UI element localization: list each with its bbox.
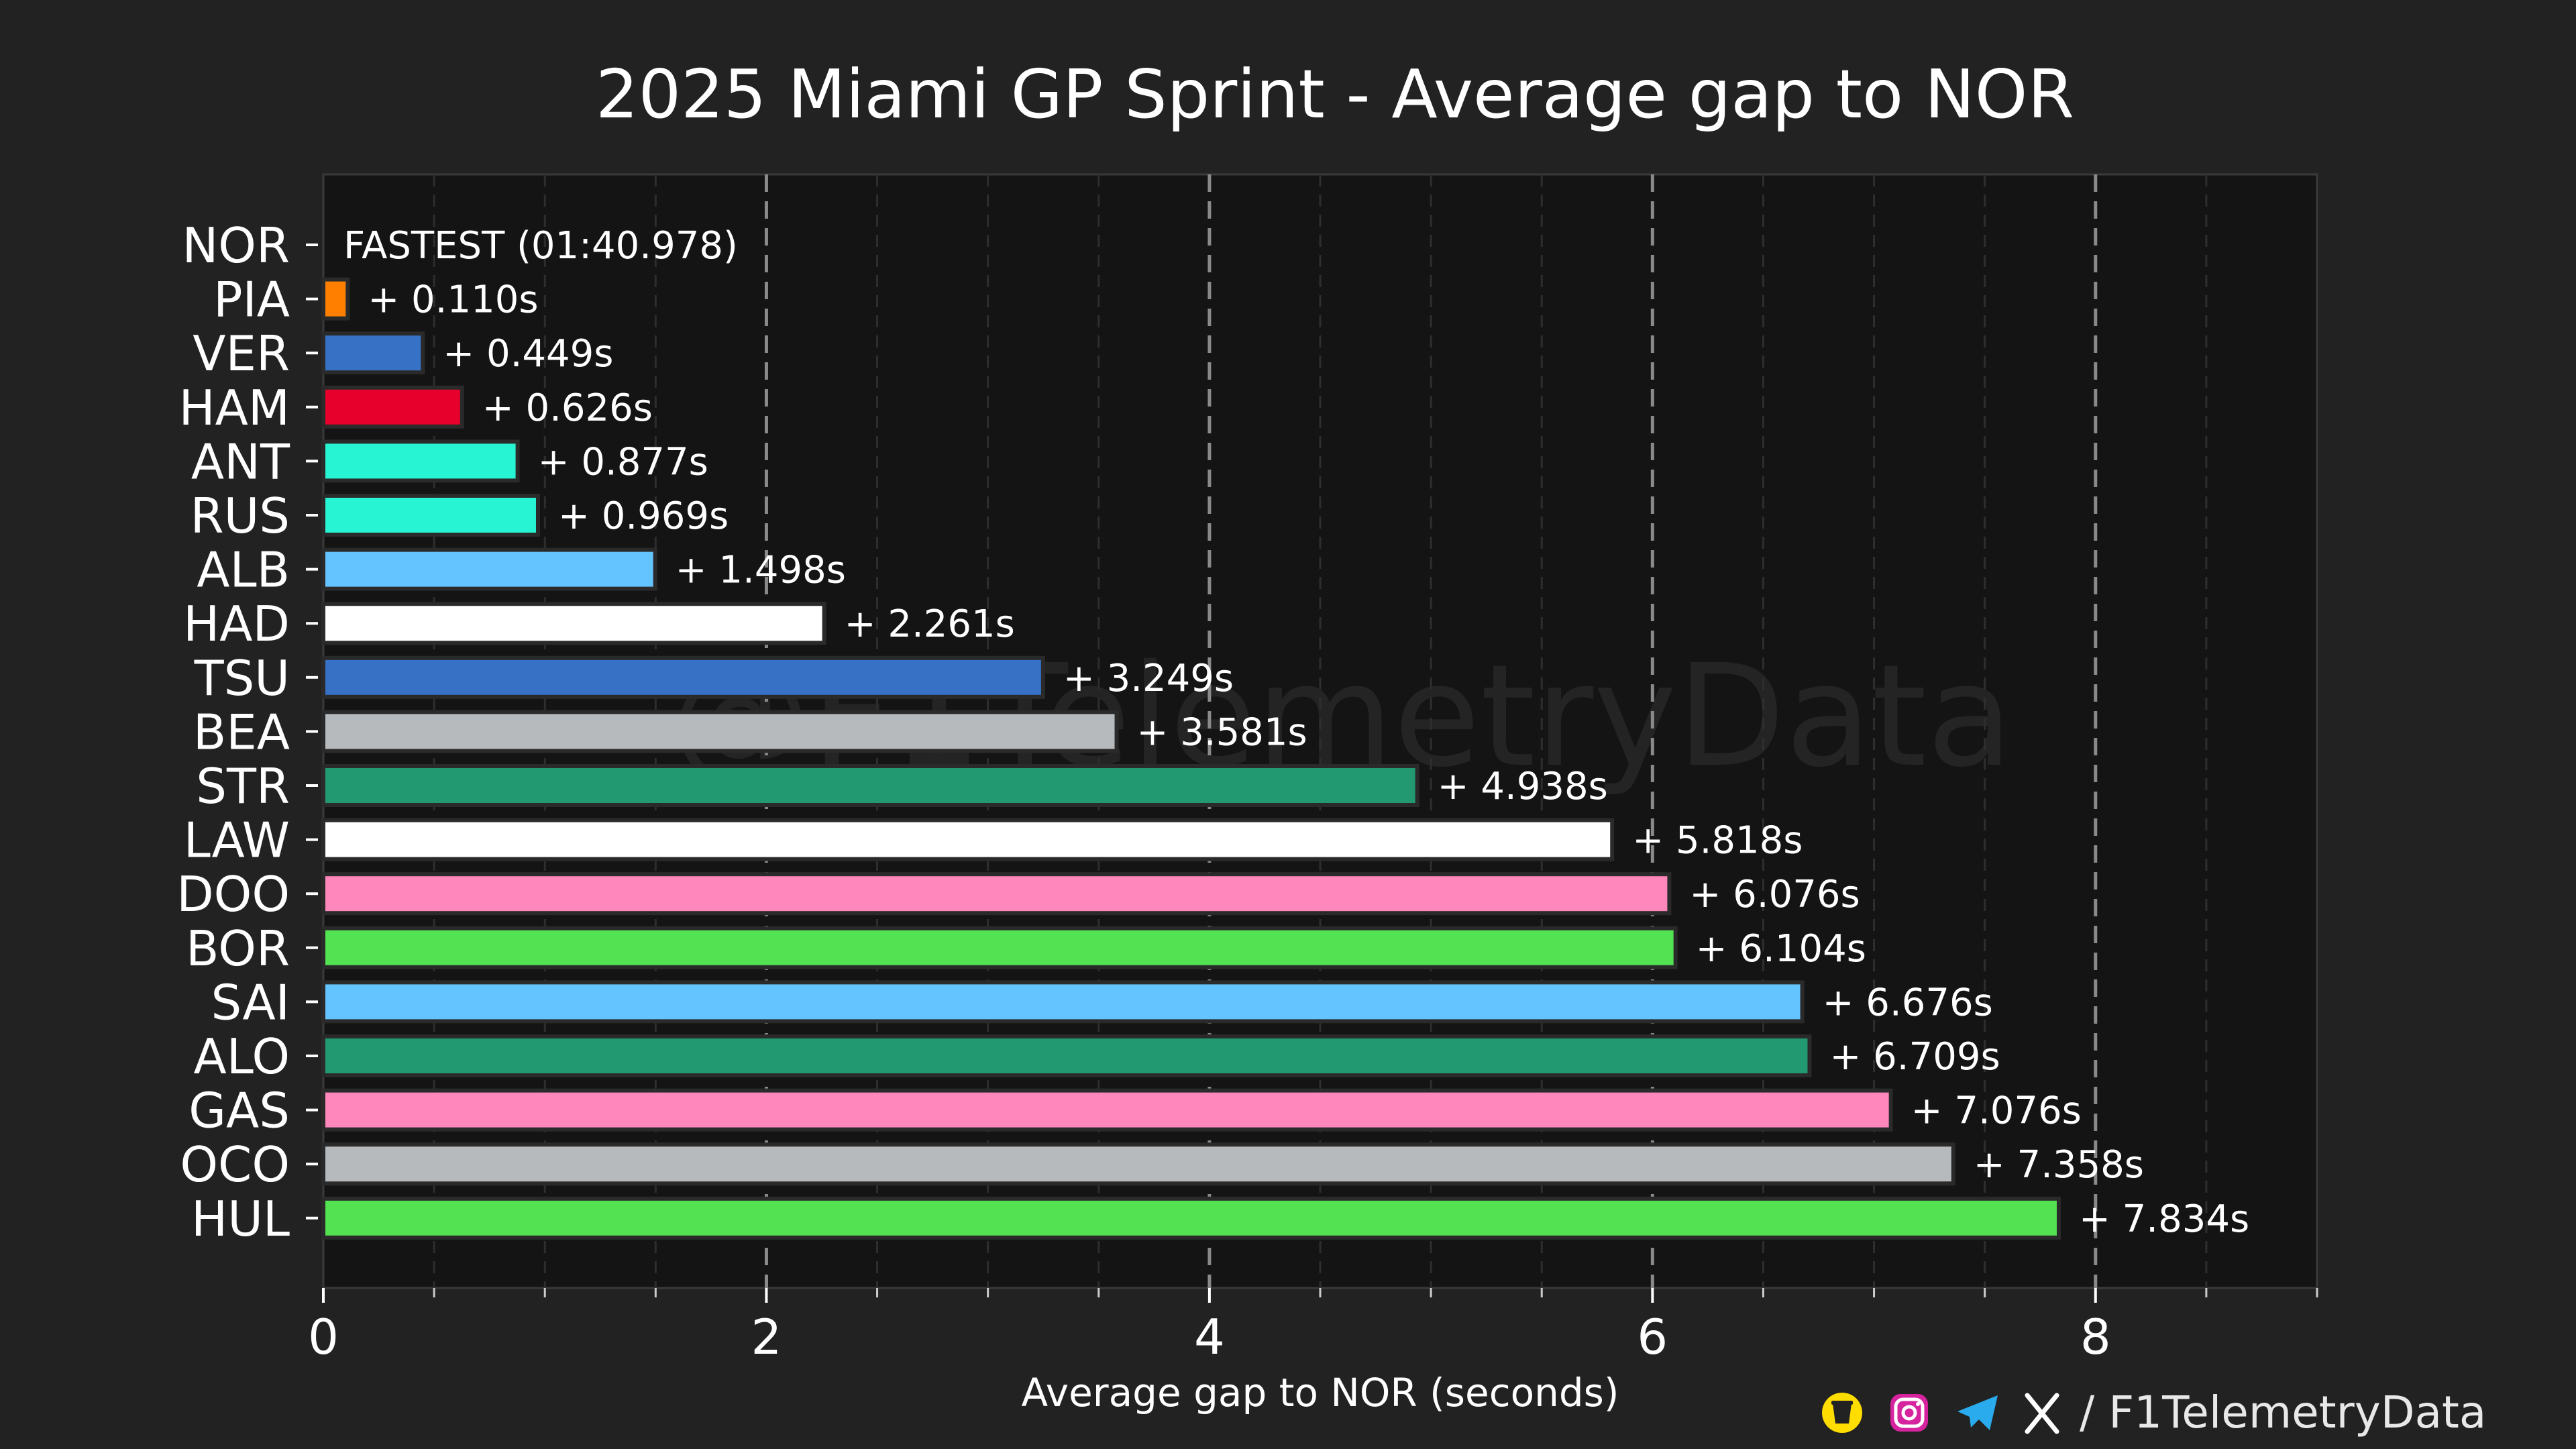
bar-ver: [321, 331, 425, 375]
data-label-hul: + 7.834s: [2079, 1197, 2249, 1241]
y-tick-label: OCO: [180, 1136, 290, 1193]
bar-doo: [321, 872, 1672, 916]
y-tick-label: BEA: [193, 704, 290, 760]
y-tick-label: ALB: [197, 542, 290, 598]
data-label-had: + 2.261s: [845, 602, 1015, 646]
y-tick-label: HUL: [191, 1191, 290, 1247]
data-label-ham: + 0.626s: [482, 386, 653, 430]
instagram-icon[interactable]: [1890, 1394, 1928, 1432]
bar-rus: [321, 494, 540, 537]
data-label-gas: + 7.076s: [1911, 1089, 2082, 1133]
x-axis-label: Average gap to NOR (seconds): [1022, 1370, 1619, 1415]
telegram-icon[interactable]: [1957, 1395, 1998, 1430]
x-tick-label: 6: [1637, 1309, 1668, 1365]
bar-sai: [321, 980, 1805, 1024]
data-label-alb: + 1.498s: [676, 549, 846, 592]
bar-hul: [321, 1196, 2061, 1240]
y-tick-label: TSU: [194, 650, 290, 706]
y-tick-label: ANT: [191, 433, 290, 490]
y-tick-label: GAS: [189, 1083, 290, 1139]
y-tick-label: SAI: [211, 974, 290, 1030]
y-tick-label: RUS: [191, 488, 290, 544]
data-label-bor: + 6.104s: [1696, 927, 1866, 971]
data-label-bea: + 3.581s: [1137, 710, 1307, 754]
y-tick-label: PIA: [213, 272, 290, 328]
x-tick-label: 8: [2080, 1309, 2111, 1365]
bars: [321, 277, 2061, 1240]
data-label-alo: + 6.709s: [1829, 1035, 2000, 1079]
data-labels: FASTEST (01:40.978) + 0.110s + 0.449s + 0.6…: [343, 224, 2249, 1241]
bar-bea: [321, 710, 1119, 753]
data-label-oco: + 7.358s: [1974, 1143, 2144, 1187]
bar-had: [321, 602, 826, 645]
data-label-str: + 4.938s: [1438, 765, 1608, 808]
y-tick-label: STR: [196, 758, 290, 814]
data-label-tsu: + 3.249s: [1063, 657, 1234, 700]
y-tick-label: VER: [193, 325, 290, 382]
data-label-rus: + 0.969s: [558, 494, 729, 538]
chart-title: 2025 Miami GP Sprint - Average gap to NO…: [596, 55, 2074, 133]
footer-credit: / F1TelemetryData: [1822, 1387, 2486, 1438]
data-label-doo: + 6.076s: [1689, 873, 1860, 916]
data-label-nor: FASTEST (01:40.978): [343, 224, 738, 268]
data-label-sai: + 6.676s: [1823, 981, 1993, 1024]
buy-me-a-coffee-icon[interactable]: [1822, 1393, 1862, 1433]
y-tick-label: NOR: [182, 217, 290, 274]
bar-str: [321, 764, 1419, 807]
y-tick-label: HAD: [183, 596, 290, 652]
y-tick-label: BOR: [186, 920, 290, 977]
bar-bor: [321, 926, 1678, 969]
y-tick-label: LAW: [184, 812, 290, 869]
y-tick-label: ALO: [194, 1028, 290, 1085]
data-label-ant: + 0.877s: [538, 440, 708, 484]
y-tick-label: HAM: [178, 380, 290, 436]
bar-oco: [321, 1142, 1955, 1186]
data-label-law: + 5.818s: [1632, 819, 1803, 863]
bar-ham: [321, 385, 464, 429]
y-tick-label: DOO: [176, 866, 290, 922]
y-axis: NORPIAVERHAMANTRUSALBHADTSUBEASTRLAWDOOB…: [176, 217, 318, 1247]
bar-alb: [321, 547, 657, 591]
x-icon[interactable]: [2025, 1393, 2059, 1434]
bar-alo: [321, 1034, 1812, 1077]
data-label-pia: + 0.110s: [368, 278, 538, 322]
bar-tsu: [321, 655, 1045, 699]
bar-ant: [321, 439, 520, 483]
x-axis: 0 2 4 6 8: [308, 1288, 2318, 1365]
x-tick-label: 2: [751, 1309, 782, 1365]
data-label-ver: + 0.449s: [443, 332, 613, 376]
bar-law: [321, 818, 1615, 861]
bar-gas: [321, 1088, 1893, 1132]
x-tick-label: 4: [1194, 1309, 1225, 1365]
credit-text: / F1TelemetryData: [2080, 1387, 2486, 1438]
x-tick-label: 0: [308, 1309, 339, 1365]
bar-pia: [321, 277, 350, 321]
